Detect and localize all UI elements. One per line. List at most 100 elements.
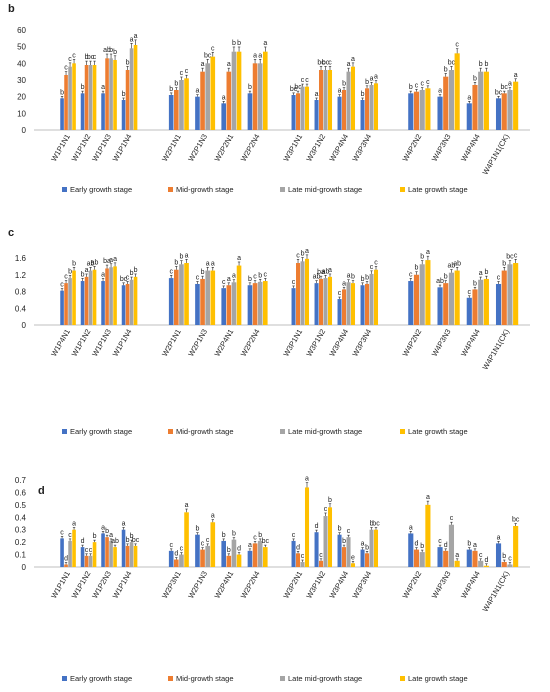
bar <box>133 45 138 130</box>
bar <box>323 70 328 130</box>
legend-label: Early growth stage <box>70 674 132 683</box>
significance-letter: b <box>420 254 424 261</box>
y-tick-label: 40 <box>17 59 26 68</box>
legend-label: Late growth stage <box>408 427 468 436</box>
significance-letter: d <box>484 557 488 564</box>
bar <box>360 285 365 325</box>
bar <box>168 550 174 567</box>
significance-letter: a <box>342 280 346 287</box>
x-tick-label: W3P1N1 <box>281 133 304 163</box>
bar <box>68 66 72 130</box>
bar <box>257 281 263 325</box>
significance-letter: b <box>484 61 488 68</box>
bar <box>257 540 263 567</box>
bar <box>296 553 301 567</box>
significance-letter: a <box>211 513 215 520</box>
significance-letter: c <box>201 541 205 548</box>
y-tick-label: 0 <box>22 563 27 572</box>
legend-label: Late mid-growth stage <box>288 427 362 436</box>
bar <box>472 289 478 325</box>
x-tick-label: W4P2N2 <box>401 328 424 358</box>
bar <box>84 555 89 567</box>
legend-label: Mid-growth stage <box>176 674 234 683</box>
bar <box>365 88 370 130</box>
significance-letter: a <box>101 271 105 278</box>
significance-letter: bc <box>87 54 95 61</box>
legend-label: Late mid-growth stage <box>288 674 362 683</box>
bar <box>236 554 242 567</box>
legend-swatch <box>400 676 405 681</box>
significance-letter: c <box>324 506 328 513</box>
significance-letter: b <box>126 537 130 544</box>
significance-letter: b <box>85 54 89 61</box>
significance-letter: a <box>426 494 430 501</box>
x-tick-label: W3P4N4 <box>327 570 350 600</box>
bar <box>291 540 296 567</box>
x-tick-label: W4P1N1(CK) <box>481 569 512 613</box>
bar <box>501 562 507 567</box>
y-tick-label: 0.8 <box>15 288 27 297</box>
bar <box>109 58 113 130</box>
significance-letter: a <box>426 249 430 256</box>
bar <box>425 260 431 325</box>
x-tick-label: W3P3N4 <box>350 328 373 358</box>
significance-letter: b <box>365 275 369 282</box>
bar <box>327 507 333 567</box>
significance-letter: b <box>502 260 506 267</box>
bar <box>346 282 351 325</box>
significance-letter: a <box>227 276 231 283</box>
bar <box>129 48 134 130</box>
significance-letter: a <box>438 88 442 95</box>
bar <box>179 80 184 130</box>
significance-letter: c <box>455 42 459 49</box>
bar <box>513 263 519 325</box>
bar <box>101 93 105 130</box>
chart-panel-c: c00.40.81.21.6ccbbW1P4N1baababW1P1N2abaa… <box>8 227 530 436</box>
bar <box>319 560 324 567</box>
significance-letter: b <box>68 268 72 275</box>
significance-letter: d <box>64 556 68 563</box>
significance-letter: b <box>174 81 178 88</box>
significance-letter: c <box>296 252 300 259</box>
bar <box>425 88 431 130</box>
bar <box>200 71 205 130</box>
significance-letter: a <box>370 75 374 82</box>
bar <box>64 283 68 326</box>
bar <box>443 550 449 567</box>
bar <box>478 71 484 130</box>
bar <box>437 547 443 567</box>
bar <box>304 258 310 325</box>
significance-letter: d <box>296 544 300 551</box>
significance-letter: c <box>479 552 483 559</box>
bar <box>507 90 513 130</box>
legend-swatch <box>280 429 285 434</box>
y-tick-label: 50 <box>17 43 26 52</box>
x-tick-label: W4P2N2 <box>401 133 424 163</box>
significance-letter: c <box>468 289 472 296</box>
bar <box>236 265 242 325</box>
bar <box>369 85 374 130</box>
x-tick-label: W4P1N1(CK) <box>481 132 512 176</box>
significance-letter: a <box>305 248 309 255</box>
significance-letter: a <box>409 524 413 531</box>
x-tick-label: W1P1N3 <box>90 328 113 358</box>
bar <box>231 282 237 325</box>
significance-letter: b <box>248 276 252 283</box>
significance-letter: b <box>60 89 64 96</box>
bar <box>113 266 117 326</box>
significance-letter: b <box>473 280 477 287</box>
x-tick-label: W3P3N4 <box>350 570 373 600</box>
bar <box>337 299 342 325</box>
x-tick-label: W2P4N1 <box>213 328 236 358</box>
significance-letter: c <box>85 547 89 554</box>
significance-letter: ab <box>436 278 444 285</box>
bar <box>369 273 374 325</box>
significance-letter: a <box>263 40 267 47</box>
bar <box>369 529 374 567</box>
bar <box>168 95 174 130</box>
y-tick-label: 30 <box>17 76 26 85</box>
x-tick-label: W2P4N1 <box>213 570 236 600</box>
significance-letter: b <box>342 81 346 88</box>
significance-letter: bc <box>372 520 380 527</box>
